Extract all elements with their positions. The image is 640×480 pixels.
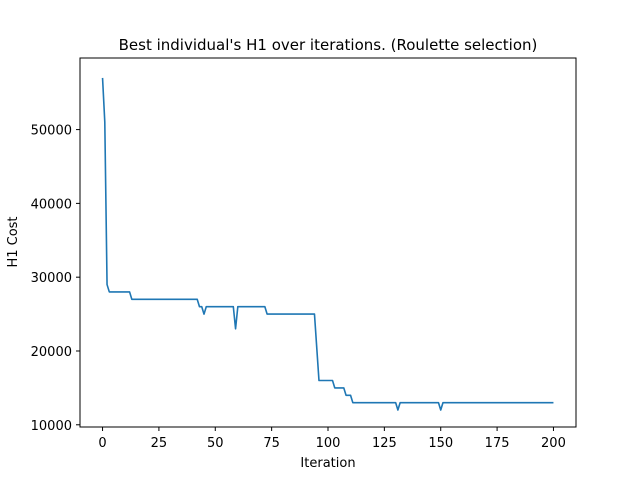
- x-axis-label: Iteration: [300, 456, 355, 471]
- y-tick-label: 10000: [31, 419, 72, 434]
- y-axis: 10000 20000 30000 40000 50000: [31, 124, 80, 434]
- chart-title: Best individual's H1 over iterations. (R…: [119, 36, 538, 54]
- y-tick-label: 30000: [31, 271, 72, 286]
- x-tick-label: 200: [541, 436, 566, 451]
- plot-frame: [79, 57, 577, 428]
- y-tick-label: 20000: [31, 345, 72, 360]
- y-tick-label: 40000: [31, 197, 72, 212]
- x-tick-label: 175: [485, 436, 510, 451]
- x-tick-label: 0: [98, 436, 106, 451]
- y-axis-label: H1 Cost: [6, 216, 21, 267]
- x-tick-label: 50: [207, 436, 224, 451]
- x-tick-label: 150: [428, 436, 453, 451]
- x-tick-label: 125: [372, 436, 397, 451]
- y-tick-label: 50000: [31, 124, 72, 139]
- series-layer: [101, 77, 554, 411]
- x-tick-label: 100: [316, 436, 341, 451]
- x-axis: 0 25 50 75 100 125 150 175 200: [98, 427, 566, 451]
- series-line: [101, 77, 554, 411]
- x-tick-label: 75: [263, 436, 280, 451]
- x-tick-label: 25: [151, 436, 168, 451]
